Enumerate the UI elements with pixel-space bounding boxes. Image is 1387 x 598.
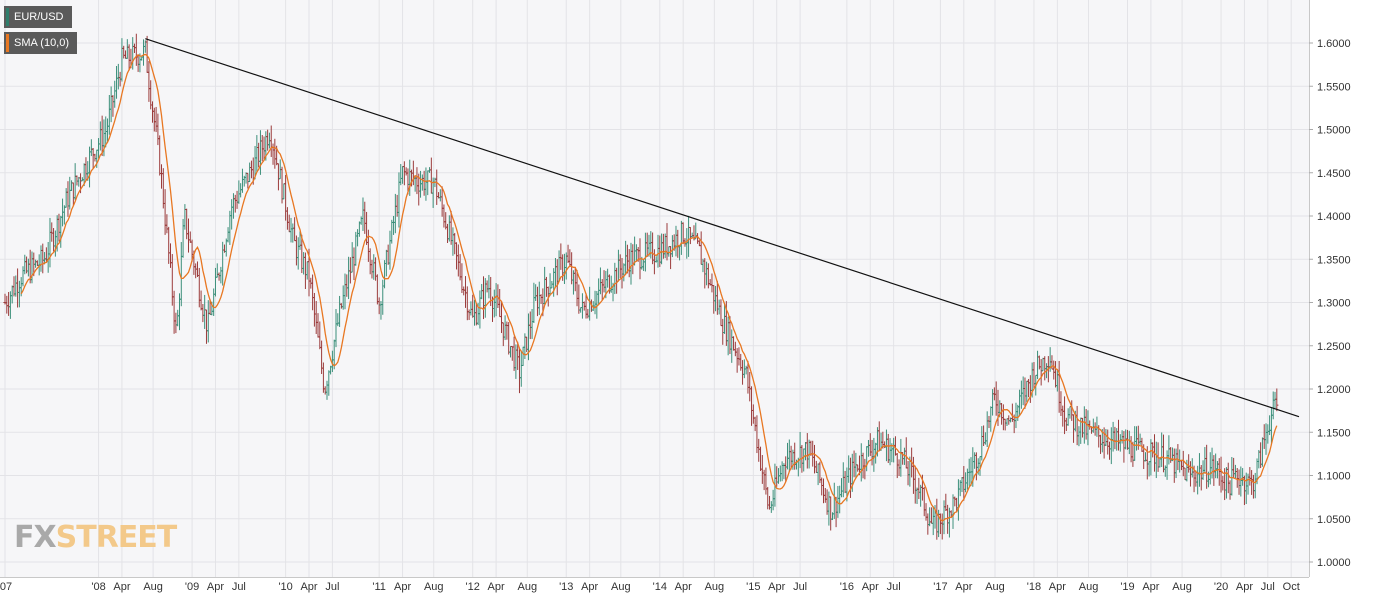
x-tick-label: '13 [559,581,573,593]
x-tick-label: Apr [1142,581,1159,593]
x-tick-label: Apr [675,581,692,593]
x-tick-label: Aug [1172,581,1192,593]
symbol-color-swatch [6,8,9,26]
y-tick-label: 1.1500 [1317,427,1351,439]
y-tick-label: 1.3500 [1317,254,1351,266]
x-tick-label: '18 [1027,581,1041,593]
x-tick-label: Aug [705,581,725,593]
plot-background [0,0,1309,577]
x-tick-label: Apr [955,581,972,593]
resistance-trendline [145,38,1300,418]
x-tick-label: Apr [207,581,224,593]
x-axis-labels: '07 '08 Apr Aug '09 Apr Jul '10 Apr Jul '11 Apr Aug '… [0,581,1300,593]
x-tick-label: '08 [91,581,105,593]
sma-line [20,53,1278,522]
x-tick-label: Aug [985,581,1005,593]
x-tick-label: Apr [488,581,505,593]
x-tick-label: '15 [746,581,760,593]
x-tick-label: '20 [1214,581,1228,593]
y-tick-label: 1.0000 [1317,557,1351,569]
indicator-legend[interactable]: SMA (10,0) [4,32,78,54]
x-tick-label: Oct [1283,581,1300,593]
x-tick-label: Aug [1079,581,1099,593]
y-tick-label: 1.1000 [1317,471,1351,483]
indicator-color-swatch [6,34,9,52]
grid-lines [0,0,1309,577]
x-tick-label: Aug [424,581,444,593]
y-tick-label: 1.4000 [1317,211,1351,223]
x-tick-label: Jul [232,581,246,593]
x-tick-label: Jul [887,581,901,593]
x-tick-label: Apr [768,581,785,593]
x-tick-label: '19 [1120,581,1134,593]
x-tick-label: '14 [653,581,667,593]
y-tick-label: 1.5000 [1317,125,1351,137]
x-tick-label: Apr [300,581,317,593]
x-tick-label: Jul [1261,581,1275,593]
x-tick-label: Aug [143,581,163,593]
x-tick-label: Apr [1049,581,1066,593]
x-tick-label: Apr [1236,581,1253,593]
fxstreet-logo: FXSTREET [14,520,178,555]
x-tick-label: '12 [466,581,480,593]
logo-street: STREET [55,520,178,555]
symbol-label: EUR/USD [14,11,64,23]
x-tick-label: Jul [325,581,339,593]
x-tick-label: '11 [372,581,386,593]
x-tick-label: Jul [793,581,807,593]
x-tick-label: '07 [0,581,12,593]
price-bars [3,33,1279,540]
y-tick-label: 1.6000 [1317,38,1351,50]
indicator-label: SMA (10,0) [14,37,70,49]
x-tick-label: Apr [113,581,130,593]
x-tick-label: Aug [611,581,631,593]
x-tick-label: Apr [394,581,411,593]
x-tick-label: '17 [933,581,947,593]
x-tick-label: Aug [517,581,537,593]
y-tick-label: 1.2000 [1317,384,1351,396]
symbol-legend[interactable]: EUR/USD [4,6,72,28]
x-tick-label: Apr [862,581,879,593]
y-tick-label: 1.4500 [1317,168,1351,180]
x-tick-label: '09 [185,581,199,593]
y-tick-label: 1.0500 [1317,514,1351,526]
y-tick-label: 1.5500 [1317,81,1351,93]
y-tick-label: 1.3000 [1317,298,1351,310]
logo-fx: FX [14,520,57,555]
x-tick-label: '16 [840,581,854,593]
x-tick-label: '10 [278,581,292,593]
y-tick-label: 1.2500 [1317,341,1351,353]
y-axis-labels: 1.0000 1.0500 1.1000 1.1500 1.2000 1.2500 1.30… [1309,38,1351,569]
x-tick-label: Apr [581,581,598,593]
